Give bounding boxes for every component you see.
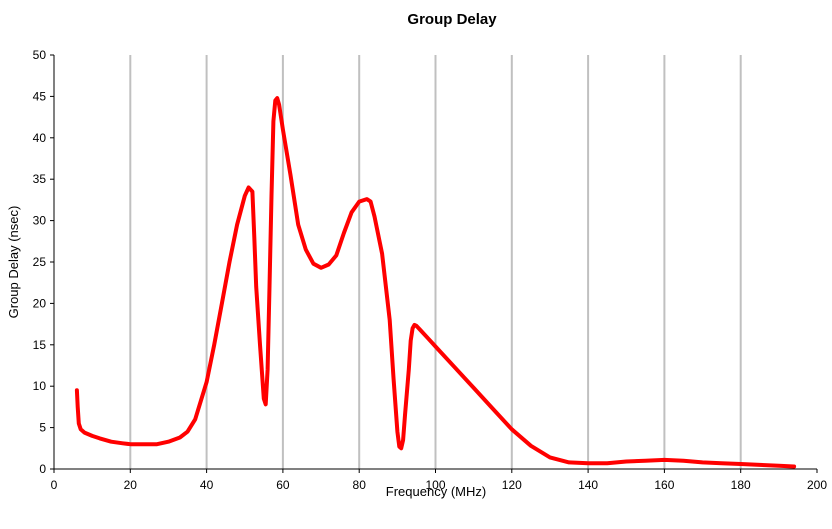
y-tick-label: 10 [33,379,47,393]
x-tick-label: 60 [276,478,290,492]
y-tick-label: 5 [39,421,46,435]
x-tick-label: 80 [353,478,367,492]
axes-layer [50,54,818,473]
x-tick-label: 20 [124,478,138,492]
y-tick-label: 20 [33,296,47,310]
group-delay-series-line [74,96,797,469]
x-tick-label: 160 [654,478,674,492]
y-tick-label: 0 [39,462,46,476]
x-tick-label: 100 [425,478,445,492]
y-tick-label: 45 [33,89,47,103]
series-layer [74,96,797,469]
x-tick-label: 0 [51,478,58,492]
x-tick-label: 40 [200,478,214,492]
y-tick-label: 25 [33,255,47,269]
y-tick-label: 40 [33,131,47,145]
tick-label-layer: 0 5 10 15 20 25 30 35 40 45 50 0 20 40 60 80 100 120 140 16… [33,48,828,492]
x-tick-label: 180 [731,478,751,492]
x-tick-label: 200 [807,478,827,492]
y-axis-label: Group Delay (nsec) [6,206,21,319]
x-axis-label: Frequency (MHz) [386,484,486,499]
y-tick-label: 50 [33,48,47,62]
y-tick-label: 15 [33,338,47,352]
y-tick-label: 35 [33,172,47,186]
chart-title: Group Delay [407,11,497,28]
x-tick-label: 140 [578,478,598,492]
x-tick-label: 120 [502,478,522,492]
y-tick-label: 30 [33,214,47,228]
